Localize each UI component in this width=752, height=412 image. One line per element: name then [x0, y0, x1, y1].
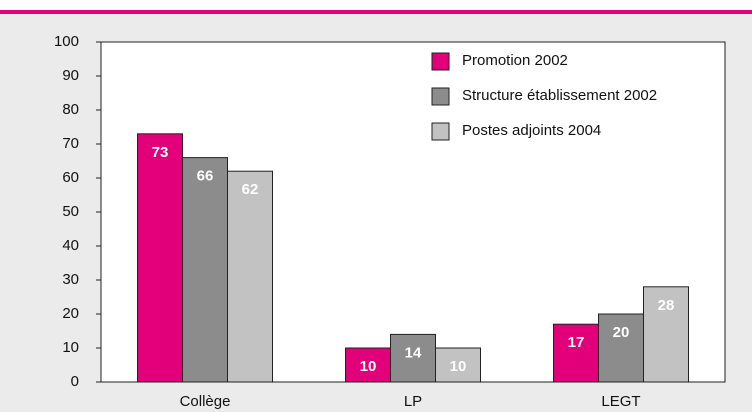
bar [390, 333, 436, 383]
y-tick-label: 60 [62, 169, 79, 186]
legend-label: Postes adjoints 2004 [462, 122, 601, 139]
y-tick-label: 10 [62, 339, 79, 356]
y-tick-label: 50 [62, 203, 79, 220]
value-label: 73 [152, 144, 169, 161]
bar [435, 347, 481, 383]
x-tick-label: LEGT [601, 393, 640, 410]
y-tick-label: 0 [71, 373, 79, 390]
y-tick-label: 30 [62, 271, 79, 288]
bar [553, 323, 599, 383]
value-label: 66 [197, 168, 214, 185]
value-label: 20 [613, 324, 630, 341]
legend-swatch [431, 122, 450, 141]
bar [137, 133, 183, 383]
y-tick-label: 100 [54, 33, 79, 50]
legend-label: Structure établissement 2002 [462, 87, 657, 104]
y-tick-label: 80 [62, 101, 79, 118]
value-label: 14 [405, 344, 422, 361]
y-tick-label: 20 [62, 305, 79, 322]
value-label: 10 [450, 358, 467, 375]
value-label: 17 [568, 334, 585, 351]
value-label: 10 [360, 358, 377, 375]
x-tick-label: Collège [180, 393, 231, 410]
bar [643, 286, 689, 383]
bar [227, 170, 273, 383]
y-tick-label: 90 [62, 67, 79, 84]
value-label: 28 [658, 297, 675, 314]
top-rule [0, 10, 752, 14]
y-tick-label: 70 [62, 135, 79, 152]
x-tick-label: LP [404, 393, 422, 410]
y-tick-label: 40 [62, 237, 79, 254]
bar [182, 157, 228, 383]
legend-label: Promotion 2002 [462, 52, 568, 69]
legend-swatch [431, 52, 450, 71]
value-label: 62 [242, 181, 259, 198]
legend-swatch [431, 87, 450, 106]
